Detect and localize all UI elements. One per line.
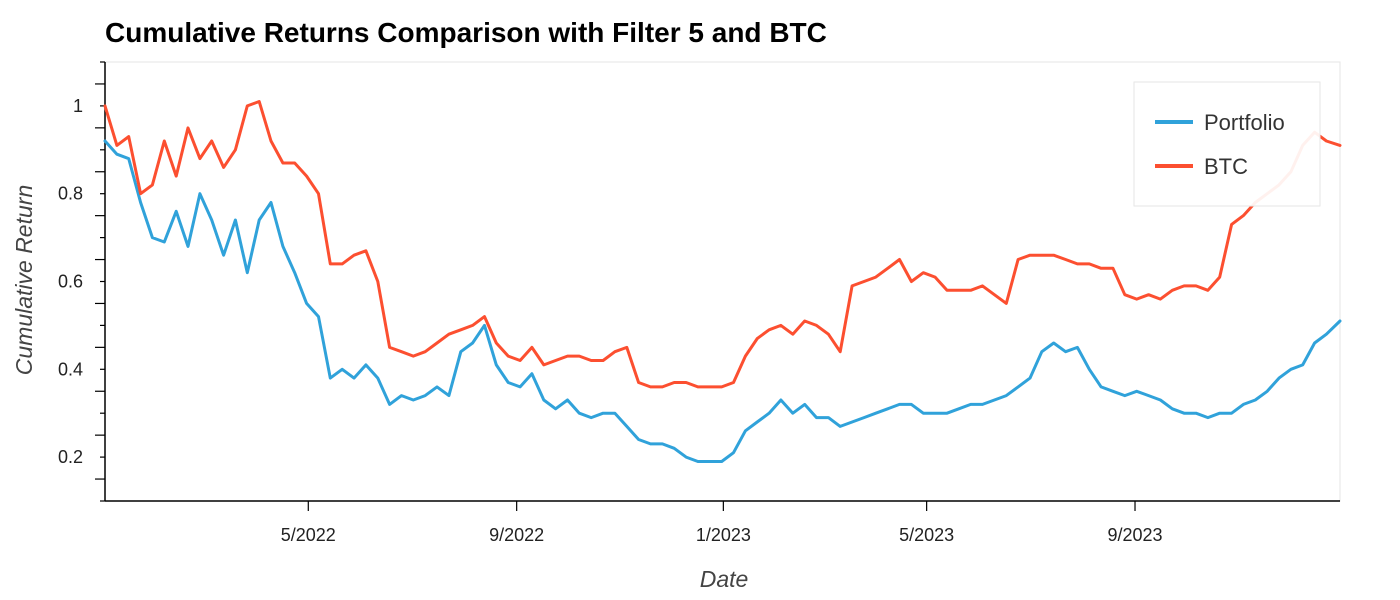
y-tick-label: 0.2: [58, 447, 83, 467]
legend-box: [1133, 81, 1321, 207]
x-tick-label: 5/2022: [281, 525, 336, 545]
x-tick-label: 9/2023: [1107, 525, 1162, 545]
y-tick-label: 0.4: [58, 359, 83, 379]
series-line-portfolio: [103, 139, 1342, 463]
chart-title: Cumulative Returns Comparison with Filte…: [105, 17, 827, 48]
legend-label-portfolio: Portfolio: [1204, 110, 1285, 135]
y-tick-label: 1: [73, 96, 83, 116]
legend: Portfolio BTC: [1133, 81, 1321, 207]
x-tick-label: 9/2022: [489, 525, 544, 545]
y-axis-label: Cumulative Return: [11, 185, 37, 375]
legend-label-btc: BTC: [1204, 154, 1248, 179]
y-tick-label: 0.8: [58, 184, 83, 204]
x-tick-label: 1/2023: [696, 525, 751, 545]
series-line-btc: [103, 100, 1342, 389]
series-layer: [103, 100, 1342, 463]
x-axis: 5/2022 9/2022 1/2023 5/2023 9/2023: [105, 500, 1340, 545]
y-axis: 0.2 0.4 0.6 0.8 1: [58, 61, 106, 502]
x-axis-label: Date: [700, 566, 749, 592]
x-tick-label: 5/2023: [899, 525, 954, 545]
y-tick-label: 0.6: [58, 272, 83, 292]
